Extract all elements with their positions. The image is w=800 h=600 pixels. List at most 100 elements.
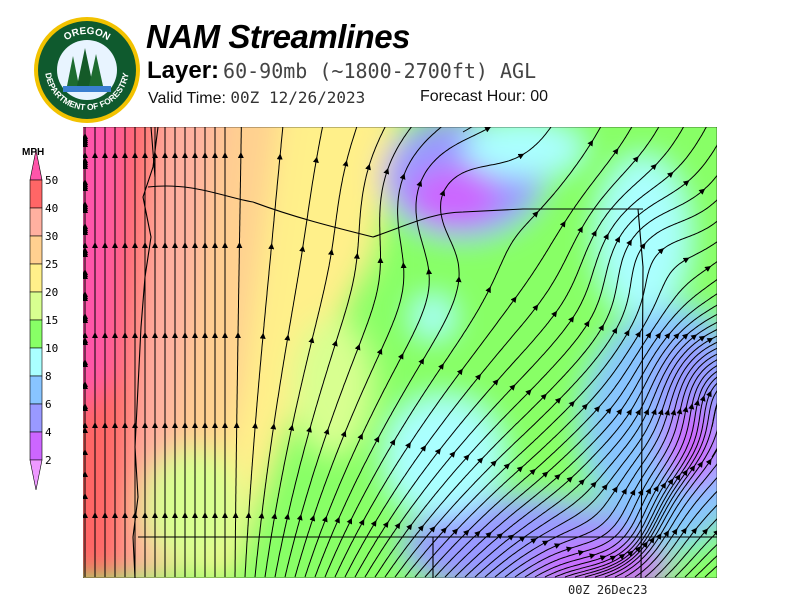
- streamline: [344, 127, 660, 578]
- legend-label: 20: [45, 286, 58, 299]
- streamline-arrow: [296, 514, 303, 521]
- streamline: [614, 448, 717, 578]
- streamline-arrow: [553, 543, 561, 549]
- streamline-arrow: [660, 482, 667, 489]
- streamline: [284, 127, 412, 578]
- streamline-arrow: [701, 528, 709, 535]
- streamline: [694, 555, 717, 578]
- washington-oregon-border: [147, 185, 643, 238]
- streamline-arrow: [655, 332, 662, 340]
- streamline-arrow: [705, 458, 712, 466]
- streamline: [584, 390, 717, 578]
- streamline-arrow: [306, 426, 312, 433]
- streamline: [684, 543, 717, 578]
- streamline: [514, 347, 717, 578]
- streamline-arrow: [399, 173, 406, 180]
- streamline-arrow: [365, 163, 371, 171]
- legend-swatch: [29, 179, 43, 209]
- streamline-arrow: [632, 156, 639, 163]
- streamline: [254, 127, 323, 578]
- streamline: [704, 565, 717, 578]
- streamline-arrow: [635, 331, 641, 338]
- streamline-arrow: [673, 332, 680, 340]
- legend-label: 2: [45, 454, 52, 467]
- streamline: [364, 127, 707, 578]
- streamline-arrow: [616, 408, 623, 416]
- streamline-arrow: [621, 488, 627, 495]
- layer-value: 60-90mb (~1800-2700ft) AGL: [223, 59, 537, 83]
- streamline: [384, 174, 717, 578]
- legend-label: 50: [45, 174, 58, 187]
- streamline-arrow: [629, 489, 636, 496]
- streamline-arrow: [618, 553, 626, 560]
- streamline: [604, 429, 717, 578]
- streamline-arrow: [583, 320, 590, 328]
- streamline-arrow: [354, 343, 361, 351]
- streamline-arrow: [463, 529, 470, 536]
- streamline-arrow: [434, 448, 441, 455]
- streamline-arrow: [690, 334, 698, 341]
- streamline-arrow: [331, 340, 338, 347]
- streamline-arrow: [554, 474, 561, 481]
- streamline-arrow: [476, 457, 484, 464]
- streamline: [244, 127, 284, 578]
- streamline-arrow: [612, 148, 619, 155]
- streamline-arrow: [706, 337, 714, 344]
- streamline-arrow: [590, 481, 597, 489]
- streamline-arrow: [565, 546, 573, 553]
- streamline: [424, 261, 717, 578]
- streamline-arrow: [655, 533, 662, 540]
- streamline-arrow: [451, 528, 459, 535]
- streamline-arrow: [626, 408, 632, 416]
- streamline: [594, 402, 717, 578]
- streamline-arrow: [641, 541, 648, 549]
- legend-swatch: [29, 431, 43, 461]
- streamline-arrow: [648, 536, 655, 544]
- streamline-arrow: [657, 408, 664, 416]
- streamline-arrow: [456, 368, 463, 376]
- streamline: [434, 278, 717, 578]
- streamline-arrow: [323, 428, 330, 435]
- streamline-arrow: [682, 180, 690, 187]
- streamline: [394, 199, 717, 578]
- streamline-arrow: [667, 478, 674, 486]
- streamline-arrow: [635, 408, 641, 416]
- coastline: [132, 127, 159, 578]
- streamline-arrow: [706, 390, 712, 398]
- streamline-arrow: [530, 538, 538, 544]
- legend-label: 8: [45, 370, 52, 383]
- streamline-arrow: [593, 405, 601, 413]
- streamline-arrow: [554, 397, 562, 404]
- streamline: [654, 504, 717, 578]
- streamline-arrow: [634, 546, 641, 553]
- legend-swatch: [29, 347, 43, 377]
- legend-swatch: [29, 263, 43, 293]
- streamline-arrow: [587, 139, 594, 147]
- streamline-arrow: [334, 516, 340, 524]
- streamline-arrow: [475, 373, 482, 381]
- streamline: [554, 370, 717, 578]
- streamline: [711, 403, 717, 428]
- streamline-arrow: [663, 530, 669, 537]
- streamline-arrow: [639, 242, 646, 250]
- streamline-arrow: [394, 522, 401, 530]
- legend-label: 15: [45, 314, 58, 327]
- streamline-arrow: [517, 153, 525, 160]
- streamline: [504, 341, 717, 578]
- streamline: [624, 463, 717, 578]
- streamline-arrow: [689, 465, 696, 472]
- streamline-arrow: [645, 487, 651, 495]
- streamline-arrow: [650, 163, 657, 171]
- streamline: [462, 127, 473, 133]
- streamline-arrow: [510, 296, 517, 303]
- streamline-arrow: [651, 408, 657, 416]
- streamline-arrow: [637, 488, 644, 496]
- streamline-arrow: [568, 400, 575, 408]
- streamline-arrow: [611, 486, 618, 493]
- streamline-arrow: [682, 257, 690, 264]
- streamline-arrow: [566, 476, 573, 483]
- streamline-arrow: [603, 233, 609, 240]
- legend-unit: MPH: [22, 147, 44, 158]
- streamline-arrow: [577, 226, 583, 234]
- streamline-arrow: [382, 521, 389, 528]
